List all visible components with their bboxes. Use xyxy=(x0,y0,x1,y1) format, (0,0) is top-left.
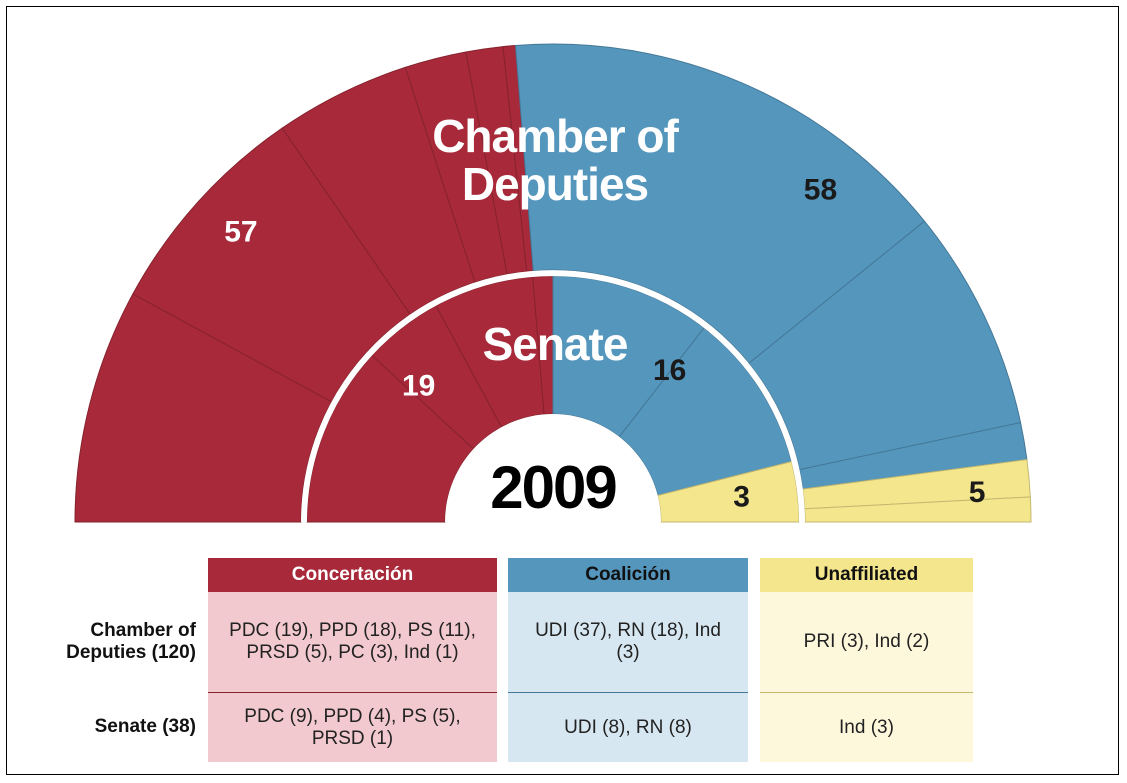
column-header: Coalición xyxy=(508,558,748,592)
row-label: Chamber of Deputies (120) xyxy=(66,620,196,663)
table-cell: PRI (3), Ind (2) xyxy=(760,592,973,692)
table-cell: UDI (37), RN (18), Ind (3) xyxy=(508,592,748,692)
group-total-label: 5 xyxy=(969,476,986,509)
column-header: Unaffiliated xyxy=(760,558,973,592)
table-cell: UDI (8), RN (8) xyxy=(508,692,748,762)
center-hole xyxy=(445,414,661,522)
group-total-label: 58 xyxy=(804,174,837,207)
group-total-label: 19 xyxy=(402,370,435,403)
table-cell: Ind (3) xyxy=(760,692,973,762)
year-label: 2009 xyxy=(490,454,616,521)
column-header: Concertación xyxy=(208,558,497,592)
frame xyxy=(6,6,1119,775)
chamber-title: Chamber of Deputies xyxy=(432,110,679,211)
row-label: Senate (38) xyxy=(94,716,196,737)
separator-arc xyxy=(301,270,805,523)
table-cell: PDC (19), PPD (18), PS (11), PRSD (5), P… xyxy=(208,592,497,692)
group-total-label: 57 xyxy=(224,215,257,248)
senate-title: Senate xyxy=(482,318,629,370)
group-total-label: 16 xyxy=(653,354,686,387)
table-cell: PDC (9), PPD (4), PS (5), PRSD (1) xyxy=(208,692,497,762)
group-total-label: 3 xyxy=(733,480,750,513)
